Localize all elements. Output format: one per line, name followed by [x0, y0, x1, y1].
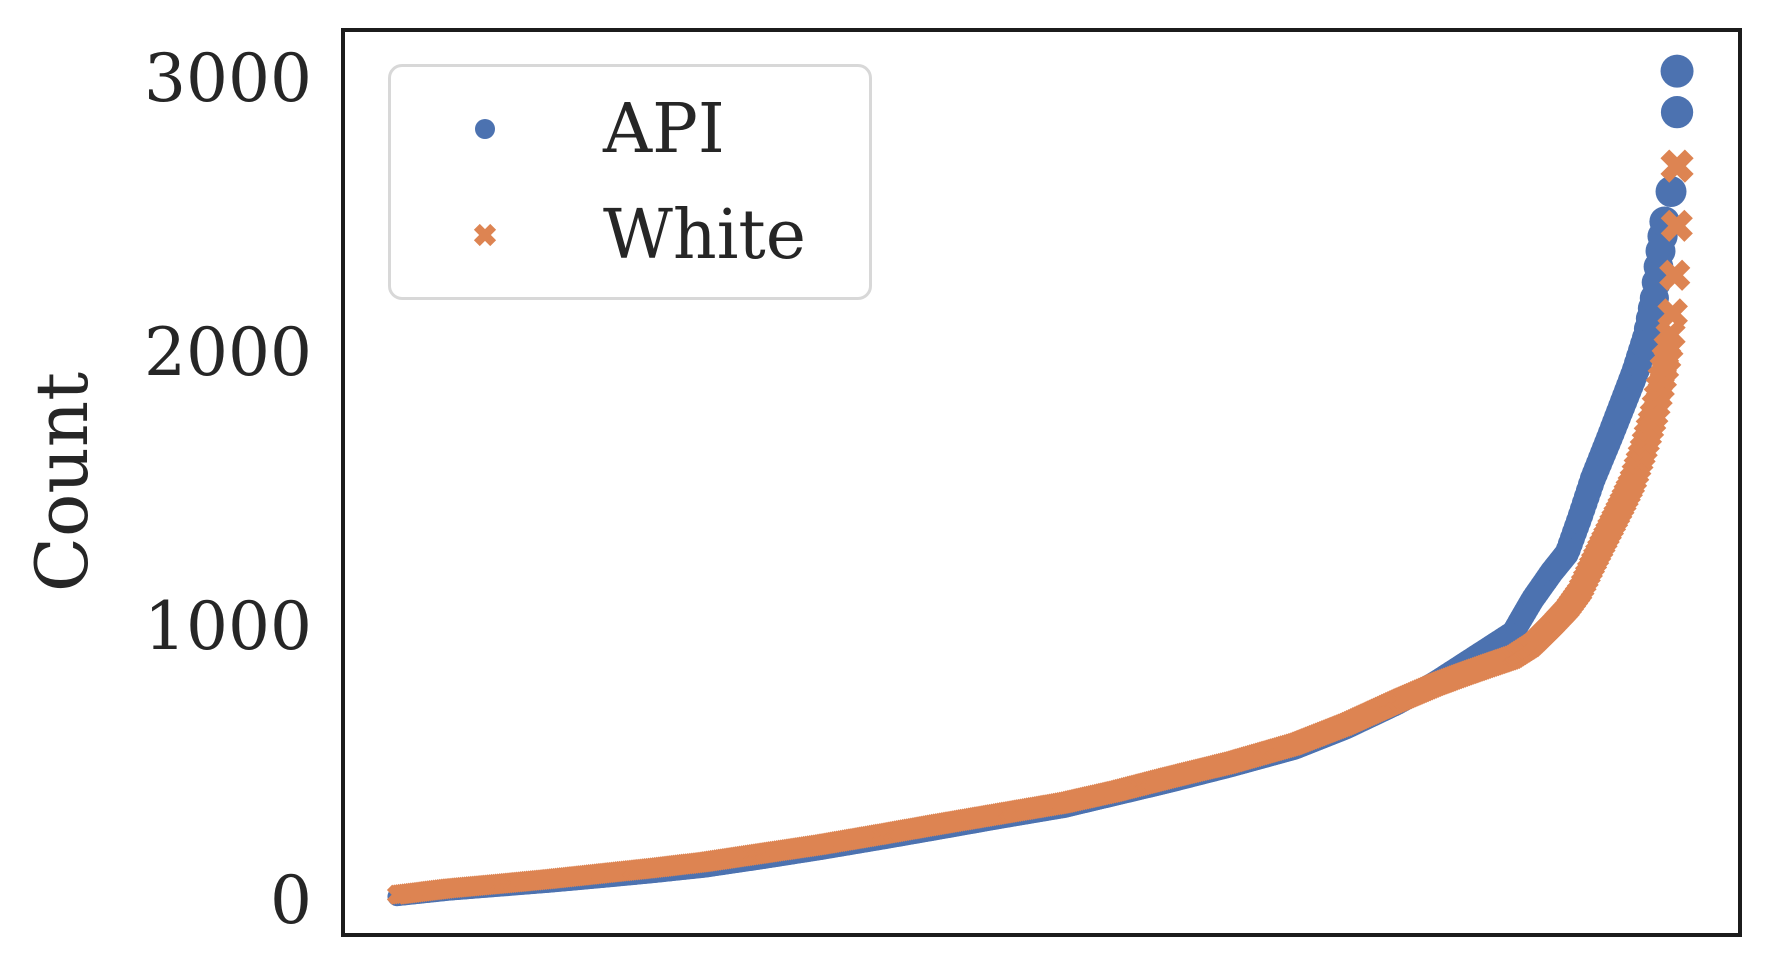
- y-tick-label: 3000: [144, 40, 312, 118]
- legend-label-api: API: [603, 89, 725, 169]
- legend-item-white: White: [391, 185, 869, 285]
- white-x-marker-icon: [473, 223, 497, 247]
- y-tick-label: 2000: [144, 314, 312, 392]
- api-circle-marker-icon: [475, 119, 495, 139]
- scatter-series-layer: [386, 54, 1694, 907]
- y-tick-label: 0: [270, 861, 312, 939]
- series-white-points: [386, 149, 1694, 905]
- legend-label-white: White: [603, 195, 807, 275]
- plot-border: [341, 28, 1742, 937]
- legend: API White: [388, 64, 872, 300]
- y-tick-label: 1000: [144, 587, 312, 665]
- legend-item-api: API: [391, 79, 869, 179]
- y-axis-label: Count: [20, 371, 104, 593]
